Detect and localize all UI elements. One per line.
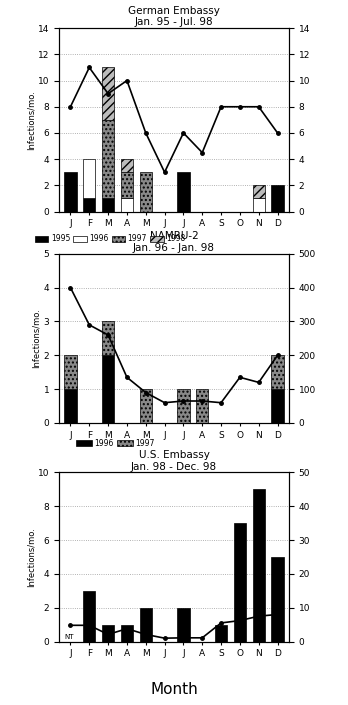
- Bar: [253, 489, 265, 642]
- Text: NT: NT: [65, 634, 74, 640]
- Bar: [64, 172, 77, 212]
- Bar: [102, 625, 114, 642]
- Bar: [121, 625, 133, 642]
- Title: NAMRU-2
Jan. 96 - Jan. 98: NAMRU-2 Jan. 96 - Jan. 98: [133, 231, 215, 253]
- Bar: [271, 185, 284, 212]
- Bar: [253, 198, 265, 212]
- Legend: 1996, 1997: 1996, 1997: [73, 436, 157, 451]
- Bar: [140, 389, 152, 423]
- Y-axis label: Infections/mo.: Infections/mo.: [26, 527, 35, 587]
- Legend: 1995, 1996, 1997, 1998: 1995, 1996, 1997, 1998: [32, 231, 189, 247]
- Bar: [177, 608, 190, 642]
- Y-axis label: Infections/mo.: Infections/mo.: [26, 90, 35, 149]
- Text: Month: Month: [150, 682, 198, 697]
- Bar: [121, 198, 133, 212]
- Bar: [140, 608, 152, 642]
- Title: U.S. Embassy
Jan. 98 - Dec. 98: U.S. Embassy Jan. 98 - Dec. 98: [131, 450, 217, 472]
- Bar: [234, 523, 246, 642]
- Bar: [121, 172, 133, 198]
- Bar: [102, 198, 114, 212]
- Bar: [140, 172, 152, 212]
- Bar: [102, 120, 114, 198]
- Bar: [64, 389, 77, 423]
- Bar: [215, 625, 227, 642]
- Bar: [83, 159, 95, 198]
- Bar: [102, 321, 114, 355]
- Bar: [83, 591, 95, 642]
- Bar: [271, 389, 284, 423]
- Bar: [102, 68, 114, 120]
- Y-axis label: Infections/mo.: Infections/mo.: [32, 309, 41, 368]
- Bar: [177, 172, 190, 212]
- Bar: [177, 389, 190, 423]
- Bar: [253, 185, 265, 198]
- Bar: [196, 389, 208, 423]
- Bar: [64, 355, 77, 389]
- Bar: [83, 198, 95, 212]
- Bar: [102, 355, 114, 423]
- Bar: [271, 355, 284, 389]
- Bar: [121, 159, 133, 172]
- Title: German Embassy
Jan. 95 - Jul. 98: German Embassy Jan. 95 - Jul. 98: [128, 6, 220, 27]
- Bar: [271, 557, 284, 642]
